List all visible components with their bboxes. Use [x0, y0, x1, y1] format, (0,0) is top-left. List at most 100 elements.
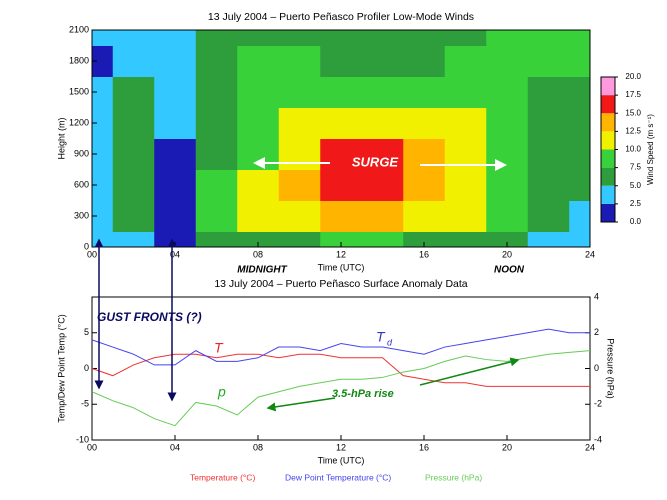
cell — [444, 45, 487, 77]
colorbar-tick-label: 10.0 — [625, 145, 641, 154]
colorbar-tick-label: 20.0 — [625, 72, 641, 81]
cell — [320, 30, 363, 46]
cell — [527, 231, 570, 247]
y2-axis-label: Pressure (hPa) — [606, 338, 616, 399]
rise-arrow — [266, 397, 336, 412]
annotation: MIDNIGHT — [237, 265, 287, 276]
cell — [361, 169, 404, 201]
rise-arrow — [419, 357, 520, 386]
chart-title: 13 July 2004 – Puerto Peñasco Profiler L… — [208, 11, 474, 23]
cell — [569, 138, 590, 170]
cell — [527, 30, 570, 46]
x-tick-label: 20 — [502, 442, 512, 452]
cell — [154, 45, 197, 77]
cell — [112, 107, 155, 139]
cell — [92, 169, 114, 201]
cell — [278, 107, 321, 139]
cell — [112, 138, 155, 170]
cell — [486, 76, 529, 108]
cell — [112, 45, 155, 77]
x-tick-label: 04 — [170, 249, 180, 259]
annotation: T — [214, 340, 224, 356]
cell — [444, 76, 487, 108]
x-tick-label: 16 — [419, 442, 429, 452]
cell — [569, 45, 590, 77]
cell — [569, 30, 590, 46]
series-line — [91, 328, 590, 366]
cell — [237, 30, 280, 46]
annotation: SURGE — [352, 154, 399, 169]
x-tick-label: 08 — [253, 442, 263, 452]
cell — [320, 200, 363, 232]
cell — [486, 231, 529, 247]
cell — [444, 169, 487, 201]
cell — [361, 30, 404, 46]
annotation: NOON — [494, 265, 525, 276]
x-tick-label: 20 — [502, 249, 512, 259]
cell — [527, 200, 570, 232]
series-line — [91, 350, 591, 427]
colorbar-swatch — [601, 167, 615, 186]
x-tick-label: 12 — [336, 249, 346, 259]
x-tick-label: 00 — [87, 442, 97, 452]
cell — [444, 200, 487, 232]
cell — [195, 76, 238, 108]
cell — [92, 30, 114, 46]
cell — [320, 45, 363, 77]
cell — [403, 231, 446, 247]
x-tick-label: 24 — [585, 249, 595, 259]
cell — [361, 76, 404, 108]
colorbar-tick-label: 7.5 — [630, 163, 642, 172]
y-tick-label: 900 — [74, 148, 89, 158]
cell — [486, 169, 529, 201]
y2-tick-label: 2 — [594, 327, 599, 337]
cell — [195, 200, 238, 232]
cell — [92, 138, 114, 170]
arrows — [94, 157, 520, 412]
legend-entry: Temperature (°C) — [190, 472, 255, 482]
wind-chart: 13 July 2004 – Puerto Peñasco Profiler L… — [56, 11, 655, 276]
cell — [361, 200, 404, 232]
cell — [486, 107, 529, 139]
cell — [154, 30, 197, 46]
cell — [237, 200, 280, 232]
cell — [527, 45, 570, 77]
colorbar-tick-label: 2.5 — [630, 199, 642, 208]
cell — [92, 45, 114, 77]
colorbar-swatch — [601, 149, 615, 168]
cell — [444, 30, 487, 46]
cell — [154, 138, 197, 170]
colorbar-swatch — [601, 113, 615, 132]
colorbar-tick-label: 12.5 — [625, 126, 641, 135]
cell — [403, 76, 446, 108]
cell — [527, 138, 570, 170]
cell — [92, 76, 114, 108]
cell — [361, 45, 404, 77]
cell — [320, 107, 363, 139]
cell — [237, 169, 280, 201]
cell — [278, 45, 321, 77]
cell — [154, 200, 197, 232]
cell — [92, 107, 114, 139]
cell — [112, 76, 155, 108]
annotation: T — [376, 329, 386, 345]
cell — [569, 169, 590, 201]
colorbar-swatch — [601, 203, 615, 222]
cell — [569, 231, 590, 247]
cell — [527, 169, 570, 201]
cell — [361, 231, 404, 247]
annotation: d — [387, 337, 393, 347]
cell — [569, 107, 590, 139]
cell — [486, 200, 529, 232]
cell — [278, 169, 321, 201]
cells — [92, 30, 590, 247]
colorbar-swatch — [601, 185, 615, 204]
cell — [195, 45, 238, 77]
cell — [403, 30, 446, 46]
cell — [278, 231, 321, 247]
colorbar-swatch — [601, 95, 615, 114]
cell — [569, 200, 590, 232]
cell — [278, 138, 321, 170]
cell — [112, 169, 155, 201]
